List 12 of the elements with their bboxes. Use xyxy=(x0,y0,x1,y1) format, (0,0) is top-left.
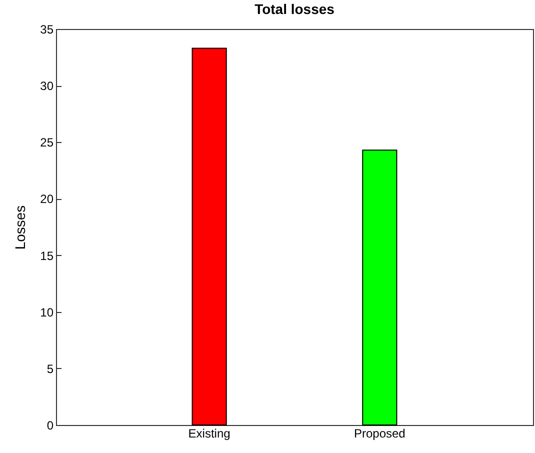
y-tick-label: 0 xyxy=(46,418,54,432)
y-tick-label: 25 xyxy=(40,136,54,150)
y-tick-label: 35 xyxy=(40,22,54,36)
y-axis-title: Losses xyxy=(12,205,28,250)
y-tick-label: 5 xyxy=(46,362,54,376)
y-tick-label: 30 xyxy=(40,79,54,94)
y-tick-label: 15 xyxy=(40,248,54,263)
y-tick-label: 20 xyxy=(40,192,54,206)
x-tick-label: Proposed xyxy=(354,426,406,440)
chart-title: Total losses xyxy=(254,1,335,17)
x-tick-label: Existing xyxy=(188,426,230,440)
y-tick-label: 10 xyxy=(40,305,54,320)
